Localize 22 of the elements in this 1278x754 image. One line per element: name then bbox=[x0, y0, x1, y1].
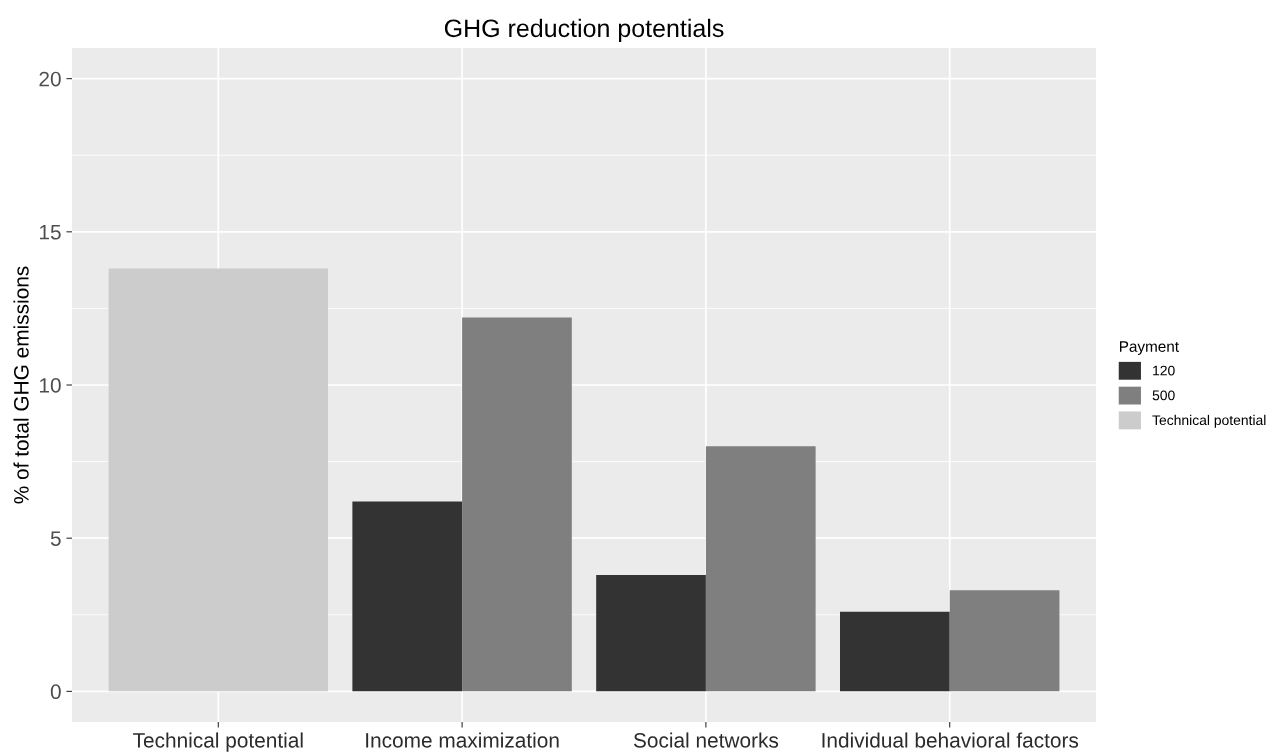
bar bbox=[352, 501, 463, 692]
y-tick-label: 10 bbox=[40, 378, 61, 393]
x-tick-label: Technical potential bbox=[133, 732, 303, 752]
y-tick-label: 20 bbox=[39, 71, 61, 87]
x-tick-label: Income maximization bbox=[366, 732, 559, 748]
legend-label: 120 bbox=[1153, 365, 1175, 376]
bar bbox=[949, 590, 1060, 692]
legend-label: 500 bbox=[1152, 390, 1175, 401]
bar bbox=[840, 611, 950, 692]
y-tick-label: 0 bbox=[50, 684, 61, 700]
bar bbox=[108, 268, 328, 692]
x-tick-label: Social networks bbox=[633, 732, 779, 748]
chart-title: GHG reduction potentials bbox=[444, 18, 724, 43]
bar bbox=[596, 574, 706, 692]
legend-title: Payment bbox=[1119, 341, 1179, 355]
legend-label: Technical potential bbox=[1152, 414, 1266, 428]
y-tick-label: 15 bbox=[40, 225, 61, 240]
bar bbox=[705, 446, 816, 692]
bar bbox=[462, 317, 572, 692]
x-tick-label: Individual behavioral factors bbox=[822, 732, 1079, 748]
y-axis-title: % of total GHG emissions bbox=[13, 266, 29, 504]
y-tick-label: 5 bbox=[50, 531, 61, 546]
